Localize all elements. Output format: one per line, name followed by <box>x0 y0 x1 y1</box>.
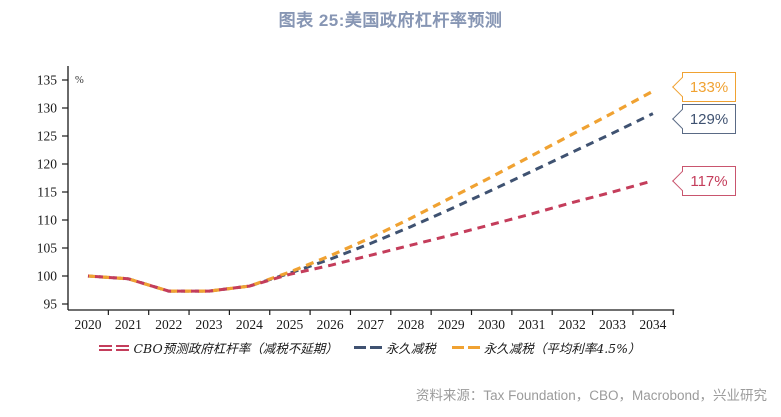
legend-label: CBO预测政府杠杆率（减税不延期） <box>133 341 338 356</box>
svg-text:2025: 2025 <box>276 317 303 332</box>
svg-text:2032: 2032 <box>559 317 586 332</box>
svg-text:100: 100 <box>37 269 58 284</box>
end-value-blue: 129% <box>689 110 729 128</box>
blue-dash-icon <box>353 345 382 350</box>
legend-item-cbo-forecast: CBO预测政府杠杆率（减税不延期） <box>99 338 338 357</box>
svg-text:2020: 2020 <box>75 317 102 332</box>
end-value-red: 117% <box>690 172 728 190</box>
svg-text:95: 95 <box>44 297 58 312</box>
svg-text:2021: 2021 <box>115 317 142 332</box>
end-value-callout-red: 117% <box>682 166 736 196</box>
svg-text:2022: 2022 <box>155 317 182 332</box>
orange-dash-icon <box>451 345 480 350</box>
svg-text:110: 110 <box>37 213 57 228</box>
legend-label: 永久减税 <box>385 341 436 356</box>
svg-text:130: 130 <box>37 101 58 116</box>
svg-text:2023: 2023 <box>196 317 223 332</box>
chart-title: 图表 25:美国政府杠杆率预测 <box>278 11 503 30</box>
end-value-orange: 133% <box>689 78 729 96</box>
svg-text:105: 105 <box>37 241 58 256</box>
svg-text:2033: 2033 <box>599 317 626 332</box>
svg-text:125: 125 <box>37 129 58 144</box>
legend-item-permanent-tax-cut-45: 永久减税（平均利率4.5%） <box>451 338 641 357</box>
svg-text:2028: 2028 <box>397 317 424 332</box>
legend-label: 永久减税（平均利率4.5%） <box>483 341 641 356</box>
svg-text:2027: 2027 <box>357 317 384 332</box>
svg-text:2034: 2034 <box>639 317 666 332</box>
legend-item-permanent-tax-cut: 永久减税 <box>353 338 436 357</box>
svg-text:2024: 2024 <box>236 317 263 332</box>
svg-text:2031: 2031 <box>518 317 545 332</box>
data-source-note: 资料来源：Tax Foundation，CBO，Macrobond，兴业研究 <box>415 388 767 403</box>
red-double-dash-icon <box>99 344 130 351</box>
svg-text:%: % <box>75 75 84 86</box>
chart-legend: CBO预测政府杠杆率（减税不延期） 永久减税 永久减税（平均利率4.5%） <box>0 338 740 357</box>
svg-text:115: 115 <box>37 185 57 200</box>
end-value-callout-orange: 133% <box>682 72 736 102</box>
svg-text:2029: 2029 <box>438 317 465 332</box>
svg-text:2026: 2026 <box>317 317 344 332</box>
end-value-callout-blue: 129% <box>682 104 736 134</box>
svg-text:135: 135 <box>37 73 58 88</box>
svg-text:2030: 2030 <box>478 317 505 332</box>
svg-text:120: 120 <box>37 157 58 172</box>
